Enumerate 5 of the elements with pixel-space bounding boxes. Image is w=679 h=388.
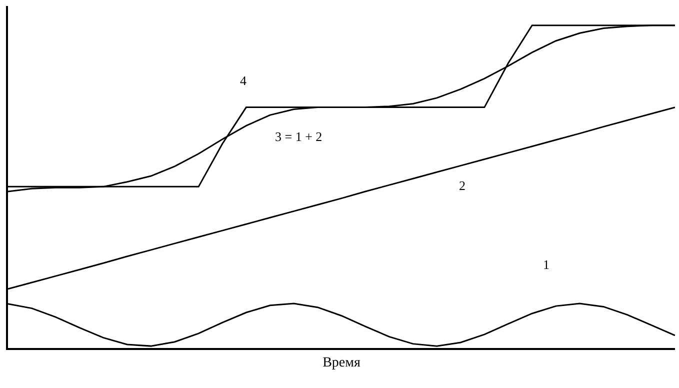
series-label: 2 [459, 178, 466, 193]
series-label: 3 = 1 + 2 [275, 129, 322, 144]
series-label: 4 [240, 73, 247, 88]
x-axis-title: Время [322, 356, 361, 371]
text: 1 [543, 257, 550, 272]
